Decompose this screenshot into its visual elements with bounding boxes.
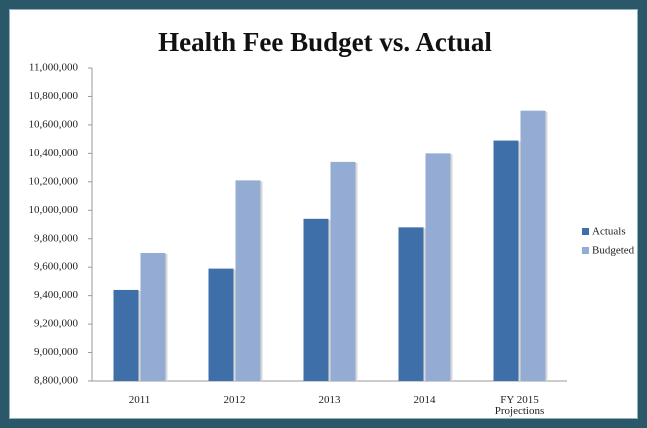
bar — [425, 153, 451, 381]
x-tick-label: 2014 — [413, 394, 436, 406]
y-tick-label: 10,400,000 — [29, 147, 79, 159]
y-tick-label: 9,200,000 — [34, 318, 79, 330]
y-tick-label: 9,400,000 — [34, 289, 79, 301]
y-tick-label: 9,800,000 — [34, 232, 79, 244]
x-tick-label: 2011 — [128, 394, 151, 406]
bar — [140, 252, 166, 381]
y-tick-label: 10,000,000 — [29, 204, 79, 216]
y-tick-label: 8,800,000 — [34, 375, 79, 387]
x-tick-label: 2012 — [223, 394, 246, 406]
x-tick-label: FY 2015 Projections — [494, 394, 545, 417]
chart-title: Health Fee Budget vs. Actual — [158, 27, 492, 57]
bar — [493, 140, 519, 381]
y-tick-label: 11,000,000 — [29, 62, 79, 74]
legend-label: Actuals — [592, 226, 626, 238]
bar — [113, 289, 139, 381]
legend-swatch — [582, 247, 589, 254]
y-tick-label: 9,600,000 — [34, 261, 79, 273]
y-tick-label: 10,800,000 — [29, 90, 79, 102]
y-tick-label: 10,600,000 — [29, 118, 79, 130]
bar — [303, 218, 329, 381]
bar — [208, 268, 234, 381]
y-tick-label: 10,200,000 — [29, 175, 79, 187]
bar — [330, 161, 356, 381]
bar — [520, 110, 546, 381]
bar — [398, 227, 424, 381]
x-tick-label: 2013 — [318, 394, 341, 406]
legend-swatch — [582, 228, 589, 235]
legend-label: Budgeted — [592, 245, 635, 257]
y-tick-label: 9,000,000 — [34, 346, 79, 358]
bar — [235, 180, 261, 381]
